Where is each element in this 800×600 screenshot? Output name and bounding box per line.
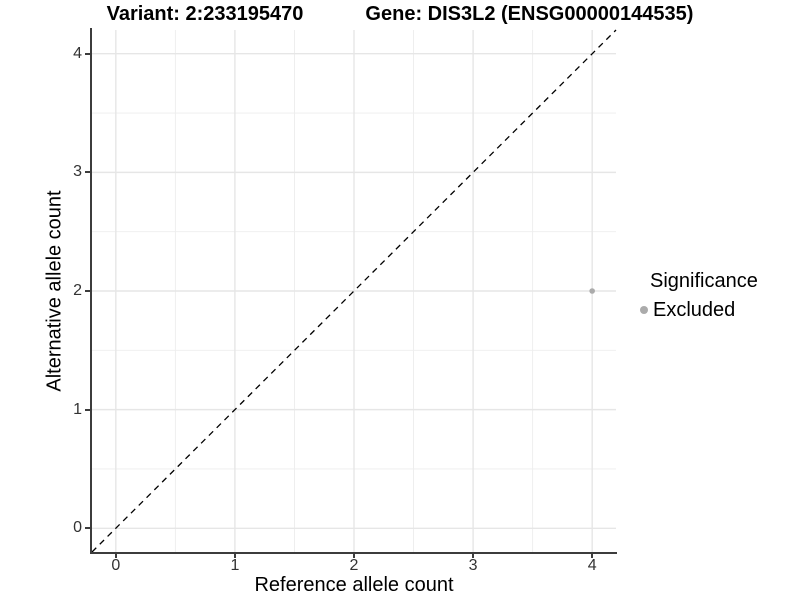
x-tick-mark [472,553,475,558]
legend-title: Significance [650,270,758,292]
y-tick-mark [85,52,90,55]
data-point [589,288,595,294]
y-axis-title: Alternative allele count [43,190,66,392]
x-tick-label: 1 [230,557,240,574]
y-tick-mark [85,171,90,174]
x-tick-mark [114,553,117,558]
y-tick-mark [85,290,90,292]
y-tick-mark [85,408,90,411]
y-tick-label: 1 [73,400,82,418]
x-axis-title: Reference allele count [254,574,454,596]
plot-panel [91,29,617,553]
plot-title: Variant: 2:233195470 Gene: DIS3L2 (ENSG0… [0,3,800,26]
x-tick-mark [233,553,236,558]
legend-item-excluded: Excluded [636,299,758,321]
variant-title: Variant: 2:233195470 [106,3,304,25]
y-tick-label: 4 [73,44,82,62]
legend-item-label: Excluded [653,299,736,321]
x-tick-label: 0 [111,557,121,574]
x-tick-mark [353,553,355,558]
y-tick-label: 0 [73,519,82,537]
plot-area-svg [91,29,617,553]
x-tick-label: 3 [468,557,478,574]
y-axis-line [90,28,92,554]
x-tick-label: 2 [349,557,359,574]
x-tick-mark [591,553,594,558]
gene-title: Gene: DIS3L2 (ENSG00000144535) [365,3,694,25]
legend: Significance Excluded [636,270,758,321]
identity-dashed-line [91,29,617,553]
y-tick-label: 2 [73,282,82,299]
x-tick-label: 4 [587,557,597,574]
y-tick-label: 3 [73,163,82,181]
y-tick-mark [85,527,90,530]
excluded-dot-icon [640,306,648,314]
